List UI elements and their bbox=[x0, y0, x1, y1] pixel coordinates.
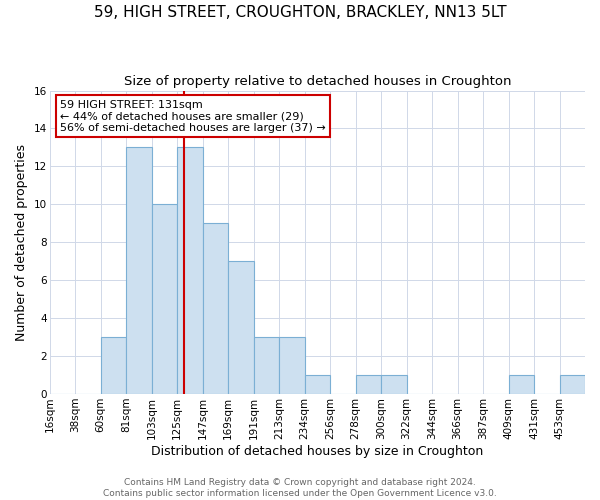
Text: Contains HM Land Registry data © Crown copyright and database right 2024.
Contai: Contains HM Land Registry data © Crown c… bbox=[103, 478, 497, 498]
Text: 59 HIGH STREET: 131sqm
← 44% of detached houses are smaller (29)
56% of semi-det: 59 HIGH STREET: 131sqm ← 44% of detached… bbox=[60, 100, 326, 133]
Text: 59, HIGH STREET, CROUGHTON, BRACKLEY, NN13 5LT: 59, HIGH STREET, CROUGHTON, BRACKLEY, NN… bbox=[94, 5, 506, 20]
Bar bbox=[203, 224, 228, 394]
Bar bbox=[305, 375, 330, 394]
Bar bbox=[152, 204, 177, 394]
Bar bbox=[279, 337, 305, 394]
Title: Size of property relative to detached houses in Croughton: Size of property relative to detached ho… bbox=[124, 75, 511, 88]
Bar bbox=[228, 262, 254, 394]
Bar bbox=[177, 148, 203, 394]
Y-axis label: Number of detached properties: Number of detached properties bbox=[15, 144, 28, 341]
Bar bbox=[254, 337, 279, 394]
X-axis label: Distribution of detached houses by size in Croughton: Distribution of detached houses by size … bbox=[151, 444, 484, 458]
Bar bbox=[560, 375, 585, 394]
Bar bbox=[381, 375, 407, 394]
Bar bbox=[101, 337, 126, 394]
Bar bbox=[509, 375, 534, 394]
Bar bbox=[356, 375, 381, 394]
Bar bbox=[126, 148, 152, 394]
